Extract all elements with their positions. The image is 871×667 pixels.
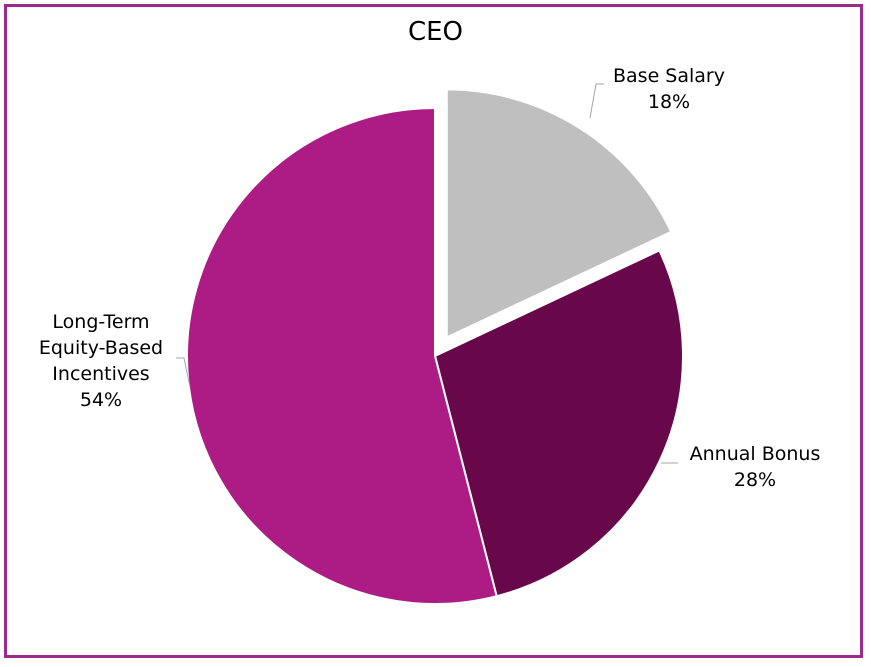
label-annual-bonus-name: Annual Bonus bbox=[689, 443, 821, 465]
label-long-term-equity-line1: Long-Term bbox=[52, 311, 150, 333]
label-base-salary-percent: 18% bbox=[647, 91, 691, 113]
label-base-salary-name: Base Salary bbox=[613, 65, 725, 87]
label-annual-bonus: Annual Bonus 28% bbox=[676, 441, 834, 493]
slice-annual-bonus bbox=[433, 249, 684, 598]
leader-line-base-salary bbox=[589, 83, 604, 119]
label-long-term-equity-line3: Incentives bbox=[52, 363, 150, 385]
label-long-term-equity-line2: Equity-Based bbox=[38, 337, 164, 359]
chart-title: CEO bbox=[407, 17, 464, 47]
label-base-salary: Base Salary 18% bbox=[598, 63, 740, 115]
label-long-term-equity: Long-Term Equity-Based Incentives 54% bbox=[24, 309, 178, 413]
label-annual-bonus-percent: 28% bbox=[733, 469, 777, 491]
slice-base-salary bbox=[445, 88, 673, 340]
slice-long-term-equity bbox=[186, 106, 498, 605]
label-long-term-equity-percent: 54% bbox=[79, 389, 123, 411]
leader-line-long-term-equity bbox=[176, 357, 191, 388]
